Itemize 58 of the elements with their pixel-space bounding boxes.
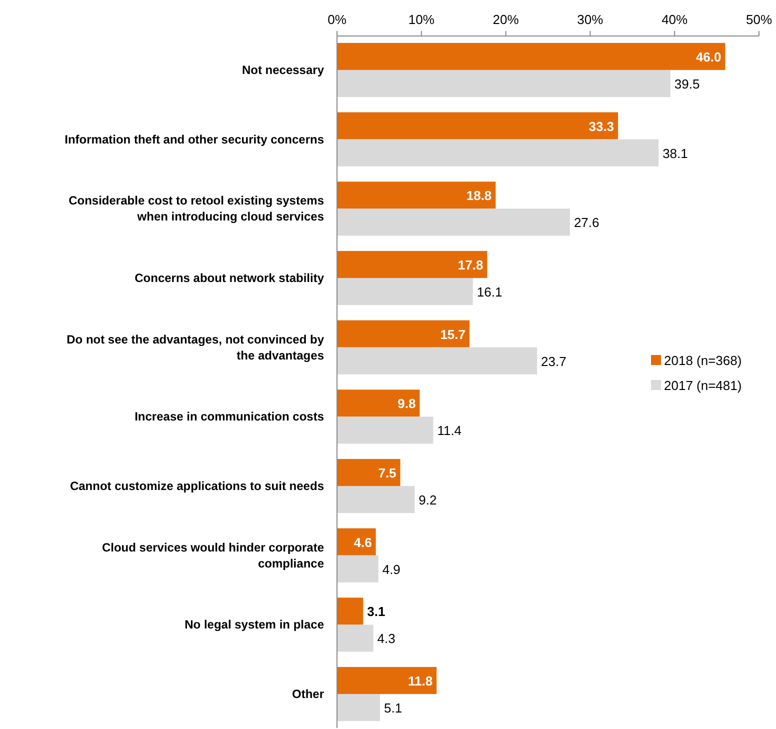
x-tick-label: 10% bbox=[408, 12, 435, 27]
bar bbox=[337, 278, 473, 306]
bar bbox=[337, 390, 420, 417]
data-label: 9.8 bbox=[398, 396, 416, 412]
bar bbox=[337, 555, 378, 582]
data-label: 17.8 bbox=[458, 257, 484, 272]
x-tick-label: 30% bbox=[577, 12, 604, 27]
bar bbox=[337, 624, 374, 652]
legend-label: 2018 (n=368) bbox=[664, 353, 742, 368]
data-label: 38.1 bbox=[662, 146, 688, 161]
x-tick-label: 0% bbox=[328, 12, 347, 27]
data-label: 4.3 bbox=[377, 631, 396, 646]
bar bbox=[337, 208, 570, 236]
y-tick-label: Do not see the advantages, not convinced by the advantages bbox=[66, 332, 324, 362]
y-tick-label: Information theft and other security concerns bbox=[64, 132, 324, 146]
data-label: 27.6 bbox=[574, 215, 600, 230]
y-tick-label: Cannot customize applications to suit needs bbox=[70, 479, 324, 494]
bar bbox=[337, 666, 437, 694]
bar bbox=[337, 486, 415, 514]
data-label: 33.3 bbox=[588, 118, 614, 134]
data-label: 16.1 bbox=[476, 284, 502, 300]
data-label: 11.4 bbox=[437, 423, 462, 438]
data-label: 23.7 bbox=[541, 354, 566, 369]
data-label: 15.7 bbox=[440, 326, 466, 342]
x-tick-label: 40% bbox=[662, 12, 688, 27]
bar bbox=[337, 347, 538, 374]
data-label: 46.0 bbox=[696, 49, 722, 64]
y-tick-label: Other bbox=[292, 687, 324, 702]
y-tick-label: Considerable cost to retool existing systems when introducing cloud services bbox=[68, 194, 324, 224]
legend-label: 2017 (n=481) bbox=[664, 378, 742, 393]
data-label: 9.2 bbox=[418, 492, 437, 508]
data-label: 11.8 bbox=[408, 674, 433, 689]
bar bbox=[337, 182, 496, 209]
y-tick-label: Concerns about network stability bbox=[134, 270, 324, 285]
y-tick-label: Cloud services would hinder corporate compliance bbox=[102, 540, 324, 570]
bar bbox=[337, 416, 434, 444]
data-label: 18.8 bbox=[466, 188, 492, 204]
x-tick-label: 20% bbox=[492, 12, 520, 27]
data-label: 3.1 bbox=[367, 604, 386, 620]
bar bbox=[337, 528, 376, 556]
data-label: 5.1 bbox=[384, 700, 402, 716]
bar bbox=[337, 694, 380, 722]
data-label: 4.9 bbox=[382, 562, 400, 577]
data-label: 4.6 bbox=[354, 534, 372, 550]
bar bbox=[337, 320, 470, 348]
bar bbox=[337, 112, 618, 140]
y-tick-label: Increase in communication costs bbox=[134, 410, 324, 424]
bar bbox=[337, 139, 659, 166]
y-tick-label: No legal system in place bbox=[184, 618, 324, 632]
bar bbox=[337, 42, 726, 70]
bar bbox=[337, 70, 670, 98]
bar bbox=[337, 250, 488, 278]
data-label: 7.5 bbox=[378, 465, 396, 480]
bar bbox=[337, 598, 364, 625]
data-label: 39.5 bbox=[674, 76, 700, 92]
bar bbox=[337, 458, 400, 486]
y-tick-label: Not necessary bbox=[242, 62, 324, 77]
x-tick-label: 50% bbox=[746, 12, 772, 27]
